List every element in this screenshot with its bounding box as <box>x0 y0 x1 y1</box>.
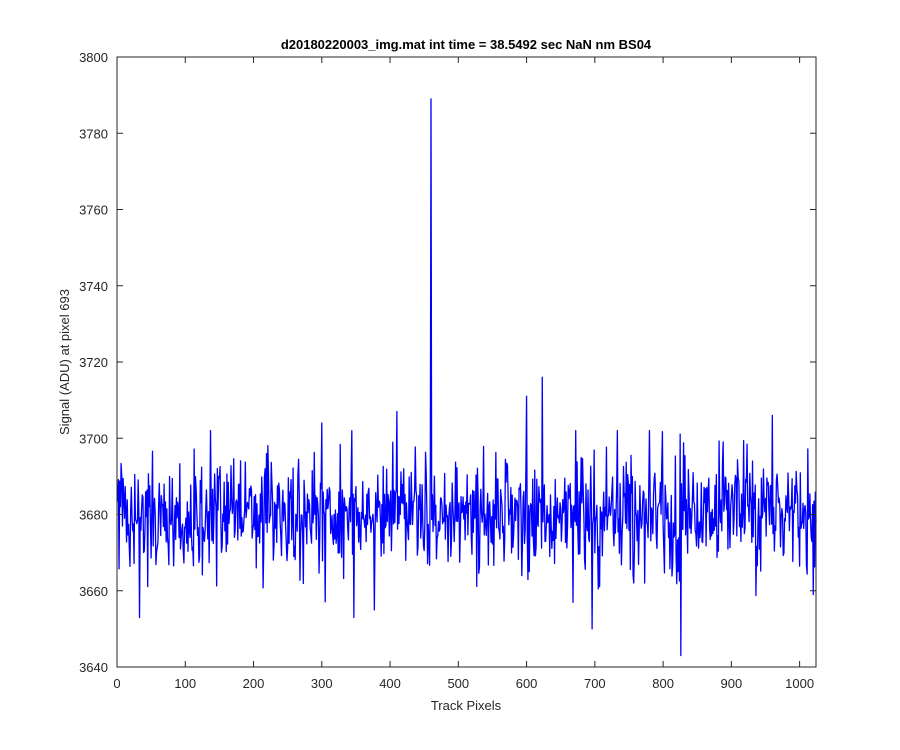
plot-area <box>116 56 817 668</box>
y-axis: 3640 3660 3680 3700 3720 3740 3760 3780 3800 <box>79 50 816 675</box>
plot-background <box>117 57 816 667</box>
x-tick-label: 200 <box>243 676 265 691</box>
y-tick-label: 3760 <box>79 203 108 218</box>
y-tick-label: 3640 <box>79 660 108 675</box>
y-tick-label: 3800 <box>79 50 108 65</box>
y-tick-label: 3680 <box>79 508 108 523</box>
x-tick-label: 400 <box>379 676 401 691</box>
series-group <box>117 98 817 657</box>
x-tick-label: 700 <box>584 676 606 691</box>
x-axis: 0 100 200 300 400 500 600 700 800 900 1000 <box>113 57 814 691</box>
y-tick-label: 3740 <box>79 279 108 294</box>
x-tick-label: 600 <box>516 676 538 691</box>
x-tick-label: 0 <box>113 676 120 691</box>
x-tick-label: 300 <box>311 676 333 691</box>
x-tick-label: 500 <box>447 676 469 691</box>
y-tick-label: 3660 <box>79 584 108 599</box>
chart-title: d20180220003_img.mat int time = 38.5492 … <box>281 37 652 52</box>
y-tick-label: 3700 <box>79 431 108 446</box>
y-tick-label: 3780 <box>79 126 108 141</box>
y-axis-label: Signal (ADU) at pixel 693 <box>57 289 72 435</box>
x-tick-label: 1000 <box>785 676 814 691</box>
y-tick-label: 3720 <box>79 355 108 370</box>
x-tick-label: 800 <box>652 676 674 691</box>
x-tick-label: 900 <box>721 676 743 691</box>
x-tick-label: 100 <box>174 676 196 691</box>
signal-line <box>117 98 817 657</box>
x-axis-label: Track Pixels <box>431 698 502 713</box>
